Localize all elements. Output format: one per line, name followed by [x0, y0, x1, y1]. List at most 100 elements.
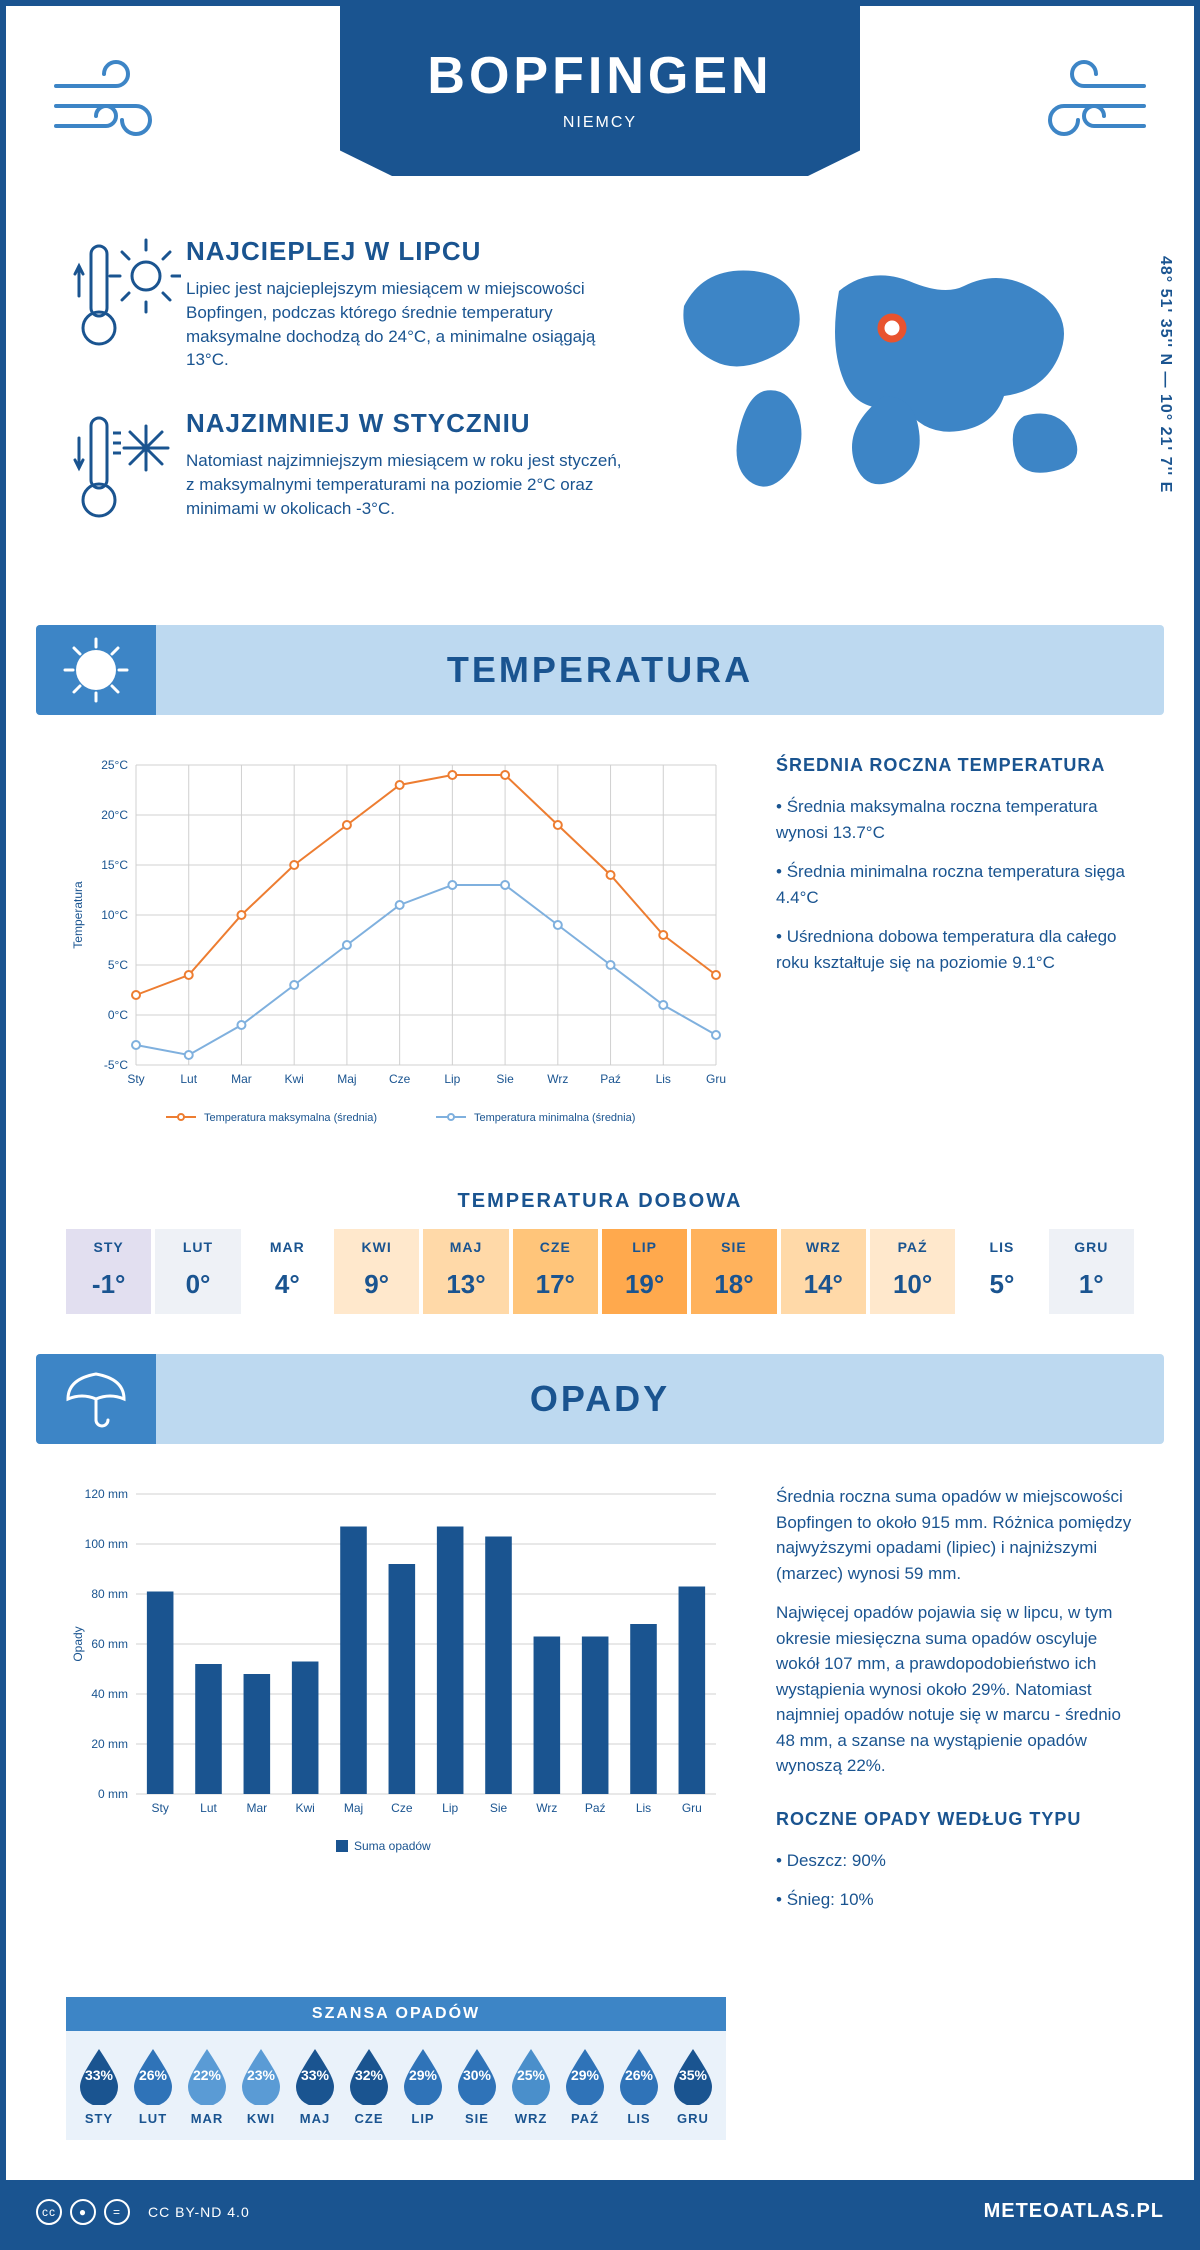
svg-text:Lip: Lip	[444, 1072, 460, 1086]
chance-title: SZANSA OPADÓW	[66, 1997, 726, 2031]
temp-value: 13°	[423, 1269, 508, 1300]
svg-text:Gru: Gru	[682, 1801, 702, 1815]
drop-icon: 22%	[182, 2045, 232, 2105]
bullet-item: Uśredniona dobowa temperatura dla całego…	[776, 924, 1134, 975]
warmest-title: NAJCIEPLEJ W LIPCU	[186, 236, 626, 267]
svg-text:Suma opadów: Suma opadów	[354, 1839, 431, 1853]
svg-text:Lut: Lut	[180, 1072, 197, 1086]
coldest-text: Natomiast najzimniejszym miesiącem w rok…	[186, 449, 626, 520]
month-label: GRU	[666, 2111, 720, 2126]
precip-text: Średnia roczna suma opadów w miejscowośc…	[776, 1484, 1134, 1927]
svg-text:100 mm: 100 mm	[85, 1537, 128, 1551]
coordinates-label: 48° 51' 35'' N — 10° 21' 7'' E	[1156, 256, 1174, 493]
chance-panel: SZANSA OPADÓW 33%STY26%LUT22%MAR23%KWI33…	[66, 1997, 726, 2140]
city-title: BOPFINGEN	[340, 46, 860, 106]
temp-value: 14°	[781, 1269, 866, 1300]
temperature-section-header: TEMPERATURA	[36, 625, 1164, 715]
temp-value: 10°	[870, 1269, 955, 1300]
drop-icon: 33%	[290, 2045, 340, 2105]
svg-text:Lis: Lis	[656, 1072, 671, 1086]
temp-cell: LIP19°	[602, 1229, 691, 1314]
warmest-text: Lipiec jest najcieplejszym miesiącem w m…	[186, 277, 626, 372]
intro-text-col: NAJCIEPLEJ W LIPCU Lipiec jest najcieple…	[66, 236, 654, 575]
precip-section-header: OPADY	[36, 1354, 1164, 1444]
svg-text:Gru: Gru	[706, 1072, 726, 1086]
temp-cell: PAŹ10°	[870, 1229, 959, 1314]
drop-icon: 23%	[236, 2045, 286, 2105]
svg-text:120 mm: 120 mm	[85, 1487, 128, 1501]
svg-text:Paź: Paź	[585, 1801, 606, 1815]
svg-text:15°C: 15°C	[101, 858, 128, 872]
month-label: WRZ	[504, 2111, 558, 2126]
svg-text:Sty: Sty	[127, 1072, 144, 1086]
temp-value: 1°	[1049, 1269, 1134, 1300]
temp-cell: STY-1°	[66, 1229, 155, 1314]
bullet-item: Średnia maksymalna roczna temperatura wy…	[776, 794, 1134, 845]
footer: cc ● = CC BY-ND 4.0 METEOATLAS.PL	[6, 2180, 1194, 2244]
cc-icon: cc	[36, 2199, 62, 2225]
svg-text:Mar: Mar	[231, 1072, 252, 1086]
temp-cell: LIS 5°	[959, 1229, 1048, 1314]
coldest-block: NAJZIMNIEJ W STYCZNIU Natomiast najzimni…	[66, 408, 654, 539]
temperature-title: TEMPERATURA	[447, 649, 753, 691]
country-subtitle: NIEMCY	[340, 114, 860, 132]
chance-item: 26%LIS	[612, 2045, 666, 2126]
daily-temp-table: STY-1°LUT0°MAR4°KWI9°MAJ 13° CZE 17°LIP19°S…	[66, 1229, 1134, 1314]
chance-item: 22%MAR	[180, 2045, 234, 2126]
svg-text:25°C: 25°C	[101, 758, 128, 772]
temp-cell: WRZ14°	[781, 1229, 870, 1314]
temp-cell: CZE 17°	[513, 1229, 602, 1314]
svg-text:Cze: Cze	[391, 1801, 413, 1815]
temp-cell: SIE18°	[691, 1229, 780, 1314]
temperature-content: -5°C0°C5°C10°C15°C20°C25°CStyLutMarKwiMa…	[6, 715, 1194, 1180]
temp-cell: MAJ 13°	[423, 1229, 512, 1314]
drop-icon: 35%	[668, 2045, 718, 2105]
svg-text:Kwi: Kwi	[295, 1801, 314, 1815]
svg-text:20 mm: 20 mm	[91, 1737, 128, 1751]
annual-temp-bullets: Średnia maksymalna roczna temperatura wy…	[776, 794, 1134, 975]
by-icon: ●	[70, 2199, 96, 2225]
svg-text:Lis: Lis	[636, 1801, 651, 1815]
temp-cell: LUT0°	[155, 1229, 244, 1314]
svg-text:Sie: Sie	[490, 1801, 508, 1815]
svg-text:40 mm: 40 mm	[91, 1687, 128, 1701]
precip-chart: 0 mm20 mm40 mm60 mm80 mm100 mm120 mmStyL…	[66, 1484, 726, 1927]
month-label: LIS	[612, 2111, 666, 2126]
header: BOPFINGEN NIEMCY	[6, 6, 1194, 206]
precip-content: 0 mm20 mm40 mm60 mm80 mm100 mm120 mmStyL…	[6, 1444, 1194, 1967]
temp-cell: MAR4°	[245, 1229, 334, 1314]
coldest-title: NAJZIMNIEJ W STYCZNIU	[186, 408, 626, 439]
chance-item: 33%MAJ	[288, 2045, 342, 2126]
month-label: LIP	[396, 2111, 450, 2126]
temp-value: -1°	[66, 1269, 151, 1300]
svg-text:80 mm: 80 mm	[91, 1587, 128, 1601]
month-label: LIS	[959, 1239, 1044, 1255]
bullet-item: Śnieg: 10%	[776, 1887, 1134, 1913]
temp-cell: KWI9°	[334, 1229, 423, 1314]
precip-type-title: ROCZNE OPADY WEDŁUG TYPU	[776, 1809, 1134, 1830]
month-label: SIE	[691, 1239, 776, 1255]
chance-item: 32%CZE	[342, 2045, 396, 2126]
month-label: CZE	[513, 1239, 598, 1255]
temp-value: 9°	[334, 1269, 419, 1300]
svg-text:Temperatura minimalna (średnia: Temperatura minimalna (średnia)	[474, 1112, 635, 1124]
chance-item: 29% LIP	[396, 2045, 450, 2126]
wind-icon	[1034, 46, 1154, 175]
temp-value: 17°	[513, 1269, 598, 1300]
sun-icon	[36, 625, 156, 715]
drop-icon: 30%	[452, 2045, 502, 2105]
temp-value: 5°	[959, 1269, 1044, 1300]
month-label: LUT	[155, 1239, 240, 1255]
month-label: MAJ	[423, 1239, 508, 1255]
drop-icon: 25%	[506, 2045, 556, 2105]
drop-icon: 29%	[398, 2045, 448, 2105]
month-label: SIE	[450, 2111, 504, 2126]
svg-text:-5°C: -5°C	[104, 1058, 128, 1072]
month-label: STY	[72, 2111, 126, 2126]
month-label: PAŹ	[558, 2111, 612, 2126]
chance-item: 35% GRU	[666, 2045, 720, 2126]
chance-item: 33%STY	[72, 2045, 126, 2126]
svg-text:Lip: Lip	[442, 1801, 458, 1815]
chance-item: 30% SIE	[450, 2045, 504, 2126]
svg-text:Maj: Maj	[344, 1801, 363, 1815]
